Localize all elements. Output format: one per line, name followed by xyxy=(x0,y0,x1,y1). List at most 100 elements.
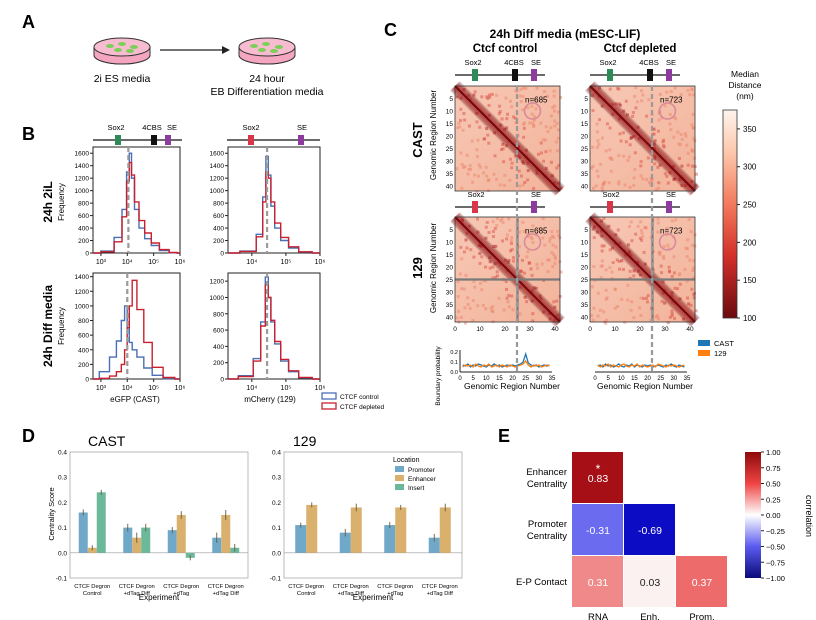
heatmap-speckle xyxy=(668,315,672,319)
x-tick-label: +dTag xyxy=(387,591,403,597)
panel-c-title: 24h Diff media (mESC-LIF) xyxy=(490,27,641,41)
heatmap-speckle xyxy=(656,221,660,225)
heatmap-speckle xyxy=(466,296,470,300)
y-tick-label: 400 xyxy=(213,344,224,351)
heatmap-speckle xyxy=(488,93,492,97)
boundary-ylabel: Boundary probability xyxy=(435,346,442,406)
histogram-line-control xyxy=(93,305,180,380)
heatmap-speckle xyxy=(509,242,513,246)
heatmap-speckle xyxy=(614,102,618,106)
heatmap-speckle xyxy=(685,255,689,259)
y-tick-label: 600 xyxy=(78,213,89,220)
heatmap-speckle xyxy=(621,131,625,135)
heatmap-speckle xyxy=(624,99,628,103)
heatmap-speckle xyxy=(694,309,698,313)
x-tick-label: +dTag xyxy=(173,591,189,597)
heatmap-speckle xyxy=(661,291,665,295)
heatmap-speckle xyxy=(684,246,688,250)
colorbar-correlation-label: correlation xyxy=(804,495,814,537)
heatmap-speckle xyxy=(632,316,636,320)
heatmap-speckle xyxy=(472,255,476,259)
heatmap-speckle xyxy=(634,86,638,90)
heatmap-speckle xyxy=(487,178,491,182)
heatmap-speckle xyxy=(467,224,471,228)
heatmap-speckle xyxy=(500,217,504,221)
x-tick-label: 30 xyxy=(671,376,678,382)
heatmap-speckle xyxy=(468,164,472,168)
correlation-cell xyxy=(676,556,727,607)
colorbar-title-1: Median xyxy=(731,69,759,79)
heatmap-speckle xyxy=(619,139,623,143)
heatmap-speckle xyxy=(548,317,552,321)
heatmap-129-control: n=685 5 10 15 20 25 30 35 40 0 10 20 30 40 xyxy=(446,212,565,333)
heatmap-speckle xyxy=(590,285,594,289)
heatmap-speckle xyxy=(517,154,521,158)
heatmap-129-depleted: n=723 5 10 15 20 25 30 35 40 0 10 20 30 40 xyxy=(581,212,700,333)
plot-frame xyxy=(227,146,321,254)
bar-enhancer xyxy=(306,504,318,553)
heatmap-speckle xyxy=(608,156,612,160)
heatmap-speckle xyxy=(670,309,674,313)
heatmap-speckle xyxy=(667,270,671,274)
heatmap-speckle xyxy=(499,148,503,152)
heatmap-speckle xyxy=(672,255,676,259)
heatmap-speckle xyxy=(506,112,510,116)
heatmap-speckle xyxy=(670,291,674,295)
heatmap-speckle xyxy=(460,218,464,222)
heatmap-speckle xyxy=(591,186,595,190)
heatmap-speckle xyxy=(638,273,642,277)
heatmap-speckle xyxy=(634,232,638,236)
heatmap-speckle xyxy=(605,296,609,300)
panel-c-letter: C xyxy=(384,20,397,40)
heatmap-diagonal xyxy=(589,85,696,192)
x-tick-label: 10⁴ xyxy=(122,259,133,266)
heatmap-speckle xyxy=(600,234,604,238)
heatmap-speckle xyxy=(462,287,466,291)
heatmap-speckle xyxy=(481,303,485,307)
ylabel-frequency: Frequency xyxy=(57,307,66,345)
y-tick-label: 20 xyxy=(446,134,454,141)
heatmap-speckle xyxy=(644,226,648,230)
heatmap-speckle xyxy=(502,183,506,187)
heatmap-speckle xyxy=(600,244,604,248)
correlation-value: 0.03 xyxy=(640,577,661,589)
heatmap-speckle xyxy=(529,267,533,271)
heatmap-speckle xyxy=(590,166,594,170)
row-label-cast: CAST xyxy=(410,122,425,157)
y-tick-label: 200 xyxy=(78,362,89,369)
heatmap-speckle xyxy=(680,164,684,168)
xlabel-experiment: Experiment xyxy=(139,593,180,602)
heatmap-speckle xyxy=(491,220,495,224)
heatmap-speckle xyxy=(552,235,556,239)
heatmap-speckle xyxy=(639,164,643,168)
heatmap-speckle xyxy=(505,117,509,121)
y-tick-label: 0 xyxy=(220,251,224,258)
x-tick-label: 25 xyxy=(522,376,529,382)
heatmap-speckle xyxy=(530,112,534,116)
heatmap-speckle xyxy=(600,249,604,253)
heatmap-speckle xyxy=(479,243,483,247)
x-tick-label: 5 xyxy=(471,376,475,382)
heatmap-speckle xyxy=(493,154,497,158)
heatmap-speckle xyxy=(644,178,648,182)
heatmap-speckle xyxy=(501,239,505,243)
heatmap-speckle xyxy=(550,230,554,234)
heatmap-speckle xyxy=(549,160,553,164)
heatmap-speckle xyxy=(632,274,636,278)
heatmap-speckle xyxy=(649,178,653,182)
heatmap-speckle xyxy=(518,285,522,289)
heatmap-speckle xyxy=(673,86,677,90)
dish-right-icon xyxy=(238,37,296,65)
heatmap-speckle xyxy=(473,285,477,289)
heatmap-speckle xyxy=(510,166,514,170)
heatmap-speckle xyxy=(483,279,487,283)
heatmap-speckle xyxy=(672,135,676,139)
track-b-right: Sox2 SE xyxy=(227,123,320,145)
heatmap-speckle xyxy=(467,124,471,128)
heatmap-speckle xyxy=(485,220,489,224)
heatmap-speckle xyxy=(678,143,682,147)
x-tick-label: +dTag Diff xyxy=(124,591,151,597)
y-tick-label: 5 xyxy=(584,96,588,103)
heatmap-speckle xyxy=(657,181,661,185)
heatmap-speckle xyxy=(690,287,694,291)
